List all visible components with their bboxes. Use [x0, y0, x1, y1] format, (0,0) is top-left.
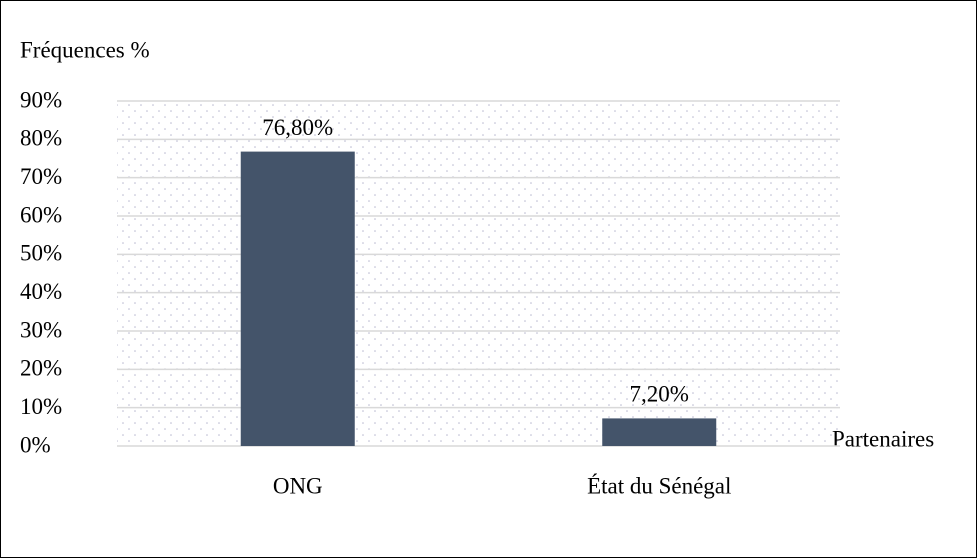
y-tick-label: 20% — [20, 356, 62, 381]
plot-area — [117, 101, 840, 446]
y-tick-label: 60% — [20, 202, 62, 227]
x-tick-label: ONG — [273, 473, 323, 498]
y-tick-label: 80% — [20, 126, 62, 151]
y-tick-label: 30% — [20, 317, 62, 342]
y-tick-label: 0% — [20, 432, 51, 457]
y-tick-label: 90% — [20, 87, 62, 112]
y-tick-label: 40% — [20, 279, 62, 304]
bar — [240, 151, 355, 446]
x-tick-label: État du Sénégal — [587, 473, 731, 498]
data-label: 7,20% — [630, 382, 689, 407]
y-tick-label: 10% — [20, 394, 62, 419]
data-label: 76,80% — [262, 115, 333, 140]
bar — [602, 418, 717, 446]
x-axis-label: Partenaires — [832, 426, 934, 451]
y-tick-label: 50% — [20, 241, 62, 266]
y-tick-label: 70% — [20, 164, 62, 189]
y-axis-label: Fréquences % — [20, 37, 150, 62]
